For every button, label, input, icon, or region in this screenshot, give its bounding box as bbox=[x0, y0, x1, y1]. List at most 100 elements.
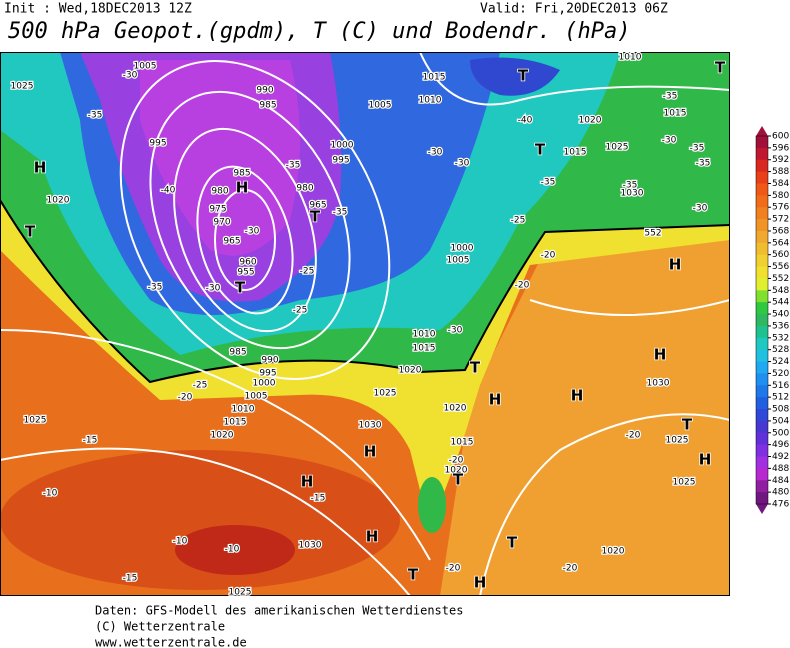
colorbar-bin bbox=[756, 302, 768, 315]
colorbar-bin bbox=[756, 444, 768, 458]
contour-label: 980 bbox=[296, 184, 313, 194]
colorbar-bin bbox=[756, 219, 768, 232]
colorbar-bin bbox=[756, 171, 768, 184]
colorbar-bin bbox=[756, 183, 768, 196]
contour-label: -10 bbox=[173, 537, 188, 547]
contour-label: 1030 bbox=[621, 189, 644, 199]
colorbar-bin bbox=[756, 290, 768, 303]
map-area bbox=[0, 52, 730, 596]
contour-label: -30 bbox=[455, 159, 470, 169]
contour-label: -25 bbox=[293, 306, 308, 316]
colorbar-bin bbox=[756, 278, 768, 291]
contour-label: 1000 bbox=[253, 379, 276, 389]
colorbar-label: 500 bbox=[772, 428, 789, 438]
colorbar-label: 508 bbox=[772, 405, 789, 415]
colorbar-label: 516 bbox=[772, 381, 789, 391]
colorbar-bin bbox=[756, 254, 768, 268]
colorbar-label: 592 bbox=[772, 155, 789, 165]
pressure-center: H bbox=[669, 256, 682, 274]
contour-label: 1020 bbox=[399, 366, 422, 376]
map-frame bbox=[0, 52, 730, 596]
colorbar-bin bbox=[756, 314, 768, 327]
colorbar-bin bbox=[756, 456, 768, 469]
contour-label: 965 bbox=[309, 201, 326, 211]
colorbar-label: 540 bbox=[772, 310, 789, 320]
contour-label: 985 bbox=[233, 169, 250, 179]
contour-label: -20 bbox=[541, 251, 556, 261]
contour-label: 960 bbox=[239, 258, 256, 268]
contour-label: 1020 bbox=[445, 466, 468, 476]
contour-label: 1020 bbox=[602, 547, 625, 557]
colorbar-label: 600 bbox=[772, 132, 789, 142]
colorbar-bin bbox=[756, 266, 768, 279]
pressure-center: T bbox=[408, 566, 419, 584]
contour-label: -40 bbox=[161, 186, 176, 196]
contour-label: -30 bbox=[245, 227, 260, 237]
contour-label: 1025 bbox=[11, 82, 34, 92]
colorbar-frame bbox=[755, 135, 769, 505]
colorbar-tip bbox=[756, 504, 768, 514]
contour-label: 995 bbox=[332, 156, 349, 166]
colorbar-label: 572 bbox=[772, 215, 789, 225]
colorbar-label: 560 bbox=[772, 250, 789, 260]
contour-label: 1020 bbox=[211, 431, 234, 441]
colorbar-label: 564 bbox=[772, 238, 789, 248]
contour-label: -15 bbox=[123, 574, 138, 584]
contour-label: -20 bbox=[178, 393, 193, 403]
colorbar-bin bbox=[756, 409, 768, 422]
colorbar-bin bbox=[756, 337, 768, 351]
contour-label: 1015 bbox=[413, 344, 436, 354]
colorbar-label: 596 bbox=[772, 143, 789, 153]
contour-label: -20 bbox=[515, 281, 530, 291]
colorbar-label: 480 bbox=[772, 488, 789, 498]
pressure-center: H bbox=[571, 387, 584, 405]
contour-label: -35 bbox=[541, 178, 556, 188]
pressure-center: H bbox=[654, 346, 667, 364]
colorbar-label: 476 bbox=[772, 500, 789, 510]
colorbar-bin bbox=[756, 480, 768, 493]
map-title: 500 hPa Geopot.(gpdm), T (C) und Bodendr… bbox=[8, 19, 631, 44]
contour-label: 1015 bbox=[224, 418, 247, 428]
colorbar-bin bbox=[756, 361, 768, 374]
contour-label: 1005 bbox=[245, 392, 268, 402]
pressure-center: T bbox=[715, 59, 726, 77]
valid-time: Valid: Fri,20DEC2013 06Z bbox=[480, 2, 668, 17]
colorbar-label: 588 bbox=[772, 167, 789, 177]
colorbar-label: 556 bbox=[772, 262, 789, 272]
colorbar-label: 520 bbox=[772, 369, 789, 379]
colorbar-tip bbox=[756, 126, 768, 136]
contour-label: 1010 bbox=[619, 53, 642, 63]
colorbar-bin bbox=[756, 230, 768, 244]
contour-label: 1005 bbox=[369, 101, 392, 111]
footer-url: www.wetterzentrale.de bbox=[95, 636, 247, 648]
contour-label: -20 bbox=[449, 456, 464, 466]
contour-label: 1030 bbox=[299, 541, 322, 551]
colorbar-bin bbox=[756, 325, 768, 339]
contour-label: 1005 bbox=[447, 256, 470, 266]
pressure-center: H bbox=[474, 574, 487, 592]
colorbar-label: 504 bbox=[772, 416, 789, 426]
contour-label: 1015 bbox=[423, 73, 446, 83]
contour-label: 965 bbox=[223, 237, 240, 247]
colorbar-label: 580 bbox=[772, 191, 789, 201]
map-labels: 10251005-30-35H9951020T-40985H9809759709… bbox=[9, 51, 726, 599]
colorbar-label: 528 bbox=[772, 345, 789, 355]
contour-label: 1015 bbox=[564, 148, 587, 158]
colorbar-bin bbox=[756, 207, 768, 220]
contour-label: 985 bbox=[229, 348, 246, 358]
contour-label: 1025 bbox=[673, 478, 696, 488]
contour-label: -15 bbox=[311, 494, 326, 504]
pressure-center: H bbox=[301, 473, 314, 491]
pressure-center: T bbox=[235, 279, 246, 297]
contour-label: 990 bbox=[256, 86, 273, 96]
colorbar-label: 484 bbox=[772, 476, 789, 486]
colorbar-bin bbox=[756, 195, 768, 208]
contour-label: -15 bbox=[83, 436, 98, 446]
colorbar-label: 568 bbox=[772, 226, 789, 236]
colorbar-label: 548 bbox=[772, 286, 789, 296]
contour-label: 1000 bbox=[451, 244, 474, 254]
pressure-center: T bbox=[535, 141, 546, 159]
contour-label: 1030 bbox=[647, 379, 670, 389]
